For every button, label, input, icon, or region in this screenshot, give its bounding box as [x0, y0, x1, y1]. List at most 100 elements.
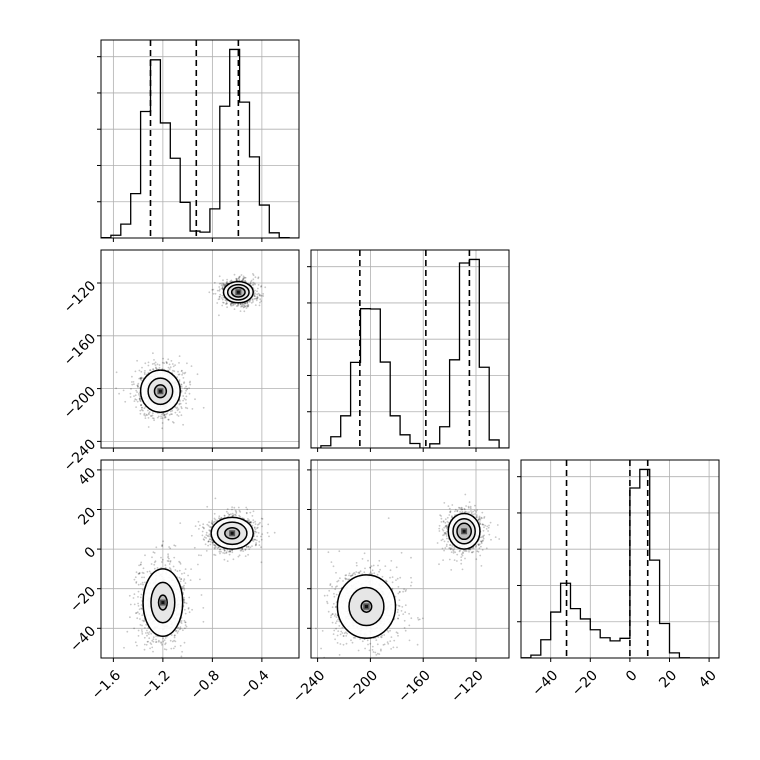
- scatter-point: [160, 413, 163, 415]
- scatter-point: [238, 276, 241, 278]
- scatter-point: [163, 362, 166, 364]
- scatter-point: [166, 362, 168, 365]
- scatter-point: [155, 366, 157, 369]
- scatter-point: [243, 277, 246, 279]
- scatter-point: [451, 515, 453, 517]
- scatter-point: [251, 524, 254, 527]
- scatter-point: [255, 297, 258, 300]
- scatter-point: [464, 508, 466, 511]
- scatter-point: [254, 283, 256, 286]
- scatter-point: [161, 545, 164, 547]
- scatter-point: [481, 523, 484, 526]
- scatter-point: [172, 647, 175, 650]
- scatter-point: [148, 631, 151, 633]
- scatter-point: [449, 511, 452, 514]
- scatter-point: [461, 568, 464, 571]
- scatter-point: [164, 413, 166, 416]
- scatter-point: [132, 381, 135, 383]
- scatter-point: [153, 552, 156, 554]
- scatter-point: [222, 552, 225, 554]
- scatter-point: [139, 377, 142, 380]
- scatter-point: [197, 520, 200, 523]
- scatter-point: [137, 382, 140, 385]
- scatter-point: [138, 572, 141, 575]
- scatter-point: [146, 634, 148, 637]
- scatter-point: [247, 545, 250, 548]
- scatter-point: [234, 513, 236, 516]
- scatter-point: [231, 304, 234, 307]
- scatter-point: [222, 283, 225, 286]
- scatter-point: [180, 370, 183, 372]
- scatter-point: [149, 369, 152, 371]
- scatter-point: [168, 567, 171, 569]
- scatter-point: [261, 533, 264, 535]
- scatter-point: [200, 594, 203, 596]
- scatter-point: [249, 282, 252, 285]
- scatter-point: [171, 363, 174, 365]
- scatter-point: [204, 543, 207, 546]
- scatter-point: [142, 583, 144, 586]
- scatter-point: [220, 284, 223, 287]
- scatter-point: [460, 553, 463, 556]
- scatter-point: [184, 387, 186, 390]
- scatter-point: [208, 521, 211, 524]
- scatter-point: [134, 394, 137, 397]
- scatter-point: [149, 572, 152, 575]
- scatter-point: [152, 636, 155, 639]
- scatter-point: [481, 517, 483, 520]
- contour-line: [210, 516, 254, 550]
- scatter-point: [257, 292, 260, 295]
- y-tick-label: −40: [67, 623, 99, 655]
- scatter-point: [236, 278, 238, 280]
- scatter-point: [170, 634, 173, 636]
- scatter-point: [164, 564, 167, 566]
- scatter-point: [233, 308, 236, 310]
- scatter-point: [253, 527, 256, 529]
- scatter-point: [222, 284, 225, 287]
- scatter-point: [147, 412, 150, 415]
- scatter-point: [241, 548, 244, 550]
- scatter-point: [475, 544, 477, 547]
- contour-line: [150, 581, 176, 624]
- scatter-point: [142, 567, 145, 570]
- scatter-point: [183, 584, 185, 587]
- scatter-point: [140, 583, 142, 585]
- scatter-point: [141, 633, 144, 635]
- scatter-point: [446, 520, 449, 523]
- scatter-point: [472, 547, 475, 550]
- scatter-point: [245, 546, 248, 549]
- scatter-point: [161, 427, 164, 430]
- scatter-point: [137, 385, 139, 388]
- scatter-point: [216, 289, 219, 292]
- scatter-point: [479, 523, 482, 525]
- scatter-point: [144, 581, 146, 584]
- scatter-point: [191, 408, 194, 410]
- scatter-point: [375, 639, 378, 641]
- scatter-point: [454, 551, 457, 554]
- scatter-point: [172, 565, 175, 568]
- scatter-point: [183, 641, 186, 644]
- scatter-point: [207, 524, 210, 527]
- scatter-point: [444, 525, 447, 528]
- scatter-point: [210, 521, 213, 524]
- scatter-point: [256, 535, 258, 538]
- scatter-point: [256, 297, 258, 300]
- scatter-point: [239, 275, 241, 278]
- scatter-point: [244, 555, 247, 557]
- scatter-point: [186, 362, 188, 365]
- scatter-point: [320, 647, 322, 650]
- scatter-point: [155, 368, 158, 370]
- scatter-point: [249, 521, 252, 524]
- scatter-point: [237, 303, 240, 305]
- scatter-point: [179, 400, 181, 402]
- scatter-point: [143, 648, 146, 651]
- scatter-point: [252, 274, 255, 277]
- scatter-point: [179, 522, 182, 524]
- scatter-point: [135, 581, 138, 583]
- x-tick-label: −0.4: [237, 667, 272, 702]
- scatter-point: [187, 607, 190, 610]
- scatter-point: [257, 523, 259, 526]
- scatter-point: [136, 384, 139, 387]
- scatter-point: [168, 557, 170, 560]
- scatter-point: [445, 543, 448, 546]
